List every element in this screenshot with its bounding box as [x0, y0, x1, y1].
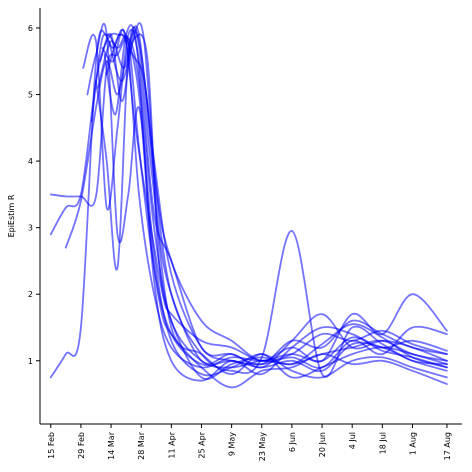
series-line-10	[103, 24, 448, 389]
series-line-9	[99, 22, 448, 363]
x-tick-label: 6 Jun	[288, 432, 297, 452]
series-line-12	[108, 33, 448, 380]
x-tick-label: 17 Aug	[443, 432, 452, 460]
x-tick-label: 29 Feb	[77, 432, 86, 459]
y-tick-label: 4	[28, 157, 33, 166]
series-line-13	[97, 30, 448, 379]
y-tick-label: 5	[28, 91, 33, 100]
x-tick-label: 25 Apr	[197, 431, 206, 458]
x-tick-label: 28 Mar	[137, 431, 146, 460]
x-tick-label: 4 Jul	[348, 432, 357, 449]
x-tick-label: 11 Apr	[167, 431, 176, 458]
y-tick-label: 6	[28, 24, 33, 33]
y-tick-label: 1	[28, 357, 33, 366]
x-tick-label: 15 Feb	[47, 432, 56, 459]
y-axis-label: EpiEstim R	[7, 194, 16, 237]
series-line-6	[86, 23, 448, 379]
series-line-4	[64, 25, 448, 378]
x-tick-label: 14 Mar	[107, 431, 116, 460]
x-tick-label: 18 Jul	[378, 432, 387, 454]
y-tick-label: 3	[28, 224, 33, 233]
x-tick-label: 20 Jun	[318, 432, 327, 457]
series-lines	[49, 22, 448, 389]
series-line-11	[105, 33, 448, 369]
x-tick-label: 23 May	[258, 432, 267, 462]
x-tick-label: 9 May	[228, 432, 237, 456]
x-tick-label: 1 Aug	[408, 432, 417, 455]
series-line-14	[101, 28, 448, 362]
x-axis-ticks: 15 Feb 29 Feb 14 Mar 28 Mar 11 Apr 25 Apr 9 Ma…	[47, 424, 452, 461]
y-axis-ticks: 1 2 3 4 5 6	[28, 24, 40, 366]
y-tick-label: 2	[28, 290, 33, 299]
